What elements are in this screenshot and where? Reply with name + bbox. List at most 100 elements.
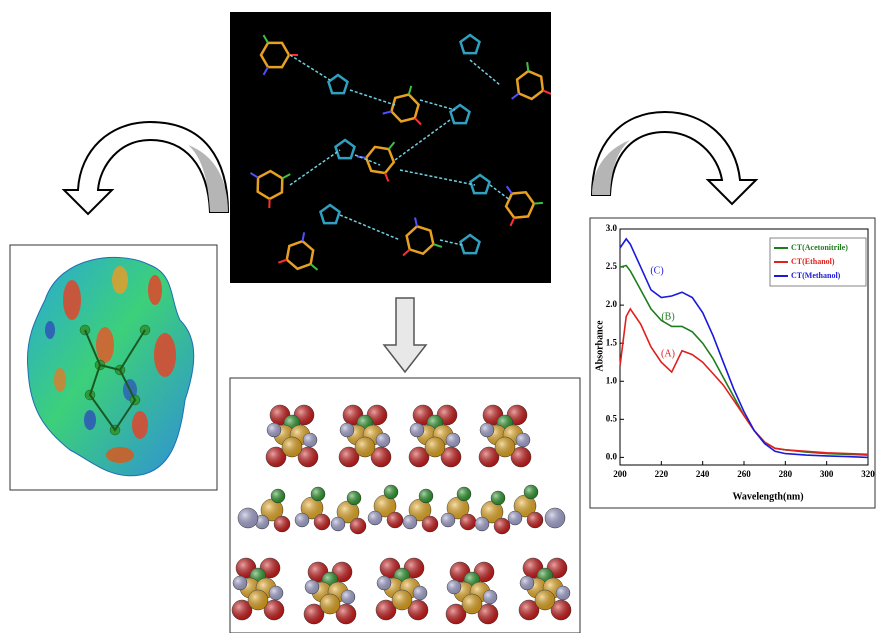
imidazole-ring (327, 73, 349, 95)
bond (505, 185, 513, 195)
bond (281, 173, 291, 180)
bond (511, 92, 520, 100)
imidazole-ring (459, 33, 481, 55)
hirshfeld-surface (26, 256, 195, 477)
atom-shade (350, 518, 366, 534)
atom-shade (425, 437, 445, 457)
atom-shade (376, 433, 390, 447)
atom-shade (480, 423, 494, 437)
atom-shade (233, 576, 247, 590)
atom-shade (248, 590, 268, 610)
benzene-ring (405, 224, 435, 256)
bond (542, 89, 551, 95)
benzene-ring (364, 145, 396, 175)
atom-shade (295, 513, 309, 527)
atom-shade (422, 516, 438, 532)
bond (382, 110, 392, 115)
bond (407, 85, 413, 95)
bond (249, 172, 259, 179)
imidazole-ring (459, 233, 481, 255)
y-tick-label: 1.5 (606, 337, 618, 347)
atom-shade (255, 515, 269, 529)
benzene-ring (390, 93, 420, 123)
atom-shade (446, 433, 460, 447)
atom-shade (419, 489, 433, 503)
bond (384, 172, 390, 182)
x-tick-label: 320 (861, 469, 875, 479)
atom-shade (408, 600, 428, 620)
h-bond (489, 184, 511, 201)
atom-shade (516, 433, 530, 447)
atom-shade (320, 594, 340, 614)
curve-annotation: (B) (661, 311, 674, 322)
h-bond (289, 54, 331, 81)
atom-shade (303, 433, 317, 447)
bond (414, 217, 418, 227)
benzene-ring (504, 190, 536, 220)
y-tick-label: 3.0 (606, 223, 618, 233)
atom-shade (371, 447, 391, 467)
atom-shade (314, 514, 330, 530)
bond (433, 243, 443, 248)
atom-shade (282, 437, 302, 457)
y-tick-label: 0.0 (606, 451, 618, 461)
atom-shade (305, 580, 319, 594)
atom-shade (409, 447, 429, 467)
benzene-ring (515, 69, 545, 101)
bond (387, 141, 396, 150)
atom-shade (337, 501, 359, 523)
atom-shade (347, 491, 361, 505)
atom-shade (311, 487, 325, 501)
atom-shade (266, 447, 286, 467)
atom-shade (376, 600, 396, 620)
x-tick-label: 220 (655, 469, 669, 479)
atom-shade (441, 447, 461, 467)
x-tick-label: 240 (696, 469, 710, 479)
series-line (619, 307, 869, 456)
x-tick-label: 300 (820, 469, 834, 479)
atom-shade (304, 604, 324, 624)
x-tick-label: 280 (779, 469, 793, 479)
atom-shade (478, 604, 498, 624)
bond (509, 217, 516, 227)
atom-shade (556, 586, 570, 600)
y-tick-label: 2.0 (606, 299, 618, 309)
bond (533, 201, 543, 205)
bond (402, 248, 411, 257)
atom-shade (264, 600, 284, 620)
atom-shade (527, 512, 543, 528)
atom-shade (374, 495, 396, 517)
atom-shade (238, 508, 258, 528)
atom-shade (441, 513, 455, 527)
atom-shade (494, 518, 510, 534)
y-tick-label: 1.0 (606, 375, 618, 385)
benzene-ring (256, 169, 284, 201)
chart: Wavelength(nm) Absorbance 0.0 0.5 1.0 1.5 2.… (594, 223, 875, 502)
h-bond (419, 99, 456, 111)
atom-shade (341, 590, 355, 604)
bond (414, 117, 422, 126)
atom-shade (511, 447, 531, 467)
atom-shade (462, 594, 482, 614)
h-bond (289, 149, 341, 186)
atom-shade (520, 576, 534, 590)
atom-shade (495, 437, 515, 457)
h-bond (339, 214, 401, 241)
atom-shade (269, 586, 283, 600)
atom-shade (475, 517, 489, 531)
h-bond (394, 119, 451, 161)
atom-shade (355, 437, 375, 457)
atom-shade (261, 499, 283, 521)
x-tick-label: 200 (613, 469, 627, 479)
legend-label: CT(Ethanol) (791, 257, 835, 266)
curved-arrow-right (590, 110, 759, 206)
atom-shade (298, 447, 318, 467)
atom-shade (336, 604, 356, 624)
atom-shade (392, 590, 412, 610)
bond (526, 62, 530, 72)
atom-shade (447, 580, 461, 594)
atom-shade (232, 600, 252, 620)
atom-shade (339, 447, 359, 467)
atom-shade (403, 515, 417, 529)
atom-shade (457, 487, 471, 501)
